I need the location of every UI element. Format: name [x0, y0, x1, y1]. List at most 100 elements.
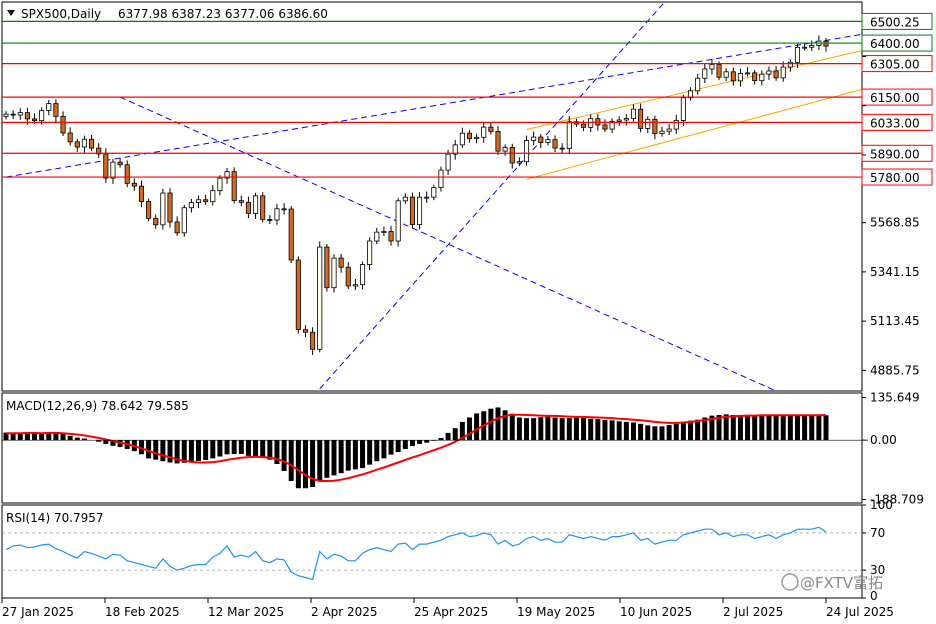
header-dropdown-icon[interactable]: [7, 10, 15, 16]
macd-bar: [103, 440, 109, 444]
candle-bearish: [495, 131, 501, 152]
candle-bullish: [402, 196, 408, 202]
candle-bullish: [331, 257, 337, 289]
time-tick-label: 10 Jun 2025: [620, 605, 692, 619]
macd-bar: [24, 432, 30, 441]
candle-bullish: [702, 68, 708, 79]
time-tick-label: 12 Mar 2025: [208, 605, 284, 619]
candle-bearish: [167, 192, 173, 223]
candle-bullish: [424, 196, 430, 199]
candle-bearish: [96, 147, 102, 155]
macd-bar: [573, 417, 579, 441]
macd-bar: [773, 415, 779, 441]
level-label: 6400.00: [870, 37, 920, 51]
macd-bar: [160, 440, 166, 462]
rsi-panel[interactable]: RSI(14) 70.7957: [1, 504, 863, 599]
ohlc-label: 6377.98 6387.23 6377.06 6386.60: [118, 7, 328, 21]
macd-tick-label: 0.00: [870, 433, 897, 447]
macd-bar: [595, 419, 601, 441]
macd-signal-line: [6, 413, 827, 482]
candle-bullish: [695, 77, 701, 92]
level-lines[interactable]: [2, 20, 862, 178]
macd-bar: [495, 407, 501, 441]
macd-bar: [816, 415, 822, 441]
macd-bar: [53, 432, 59, 441]
macd-bar: [352, 440, 358, 470]
macd-bar: [10, 433, 16, 441]
price-tick-label: 5113.45: [870, 314, 920, 328]
time-tick-label: 24 Jul 2025: [826, 605, 894, 619]
time-tick-label: 25 Apr 2025: [414, 605, 488, 619]
macd-bar: [360, 440, 366, 469]
price-panel[interactable]: SPX500,Daily 6377.98 6387.23 6377.06 638…: [1, 0, 863, 392]
rsi-tick-label: 70: [870, 526, 885, 540]
candle-bullish: [766, 70, 772, 75]
macd-bar: [302, 440, 308, 489]
macd-bar: [424, 440, 430, 443]
candle-bearish: [509, 147, 515, 164]
macd-title: MACD(12,26,9) 78.642 79.585: [6, 399, 189, 413]
price-tick-label: 5568.85: [870, 216, 920, 230]
candle-bullish: [417, 196, 423, 225]
candle-bearish: [752, 72, 758, 82]
time-tick-label: 2 Jul 2025: [723, 605, 783, 619]
candle-bullish: [374, 231, 380, 242]
candle-bearish: [730, 71, 736, 82]
macd-bar: [466, 417, 472, 441]
candle-bullish: [609, 120, 615, 130]
macd-bar: [645, 425, 651, 441]
candle-bullish: [723, 71, 729, 78]
macd-bar: [153, 440, 159, 460]
macd-bar: [167, 440, 173, 463]
candle-bullish: [787, 61, 793, 68]
candle-bearish: [388, 231, 394, 242]
level-label: 5780.00: [870, 171, 920, 185]
level-label: 6150.00: [870, 91, 920, 105]
macd-bar: [196, 440, 202, 461]
candle-bearish: [267, 219, 273, 221]
candle-bearish: [53, 103, 59, 117]
candle-bullish: [445, 153, 451, 171]
macd-bar: [581, 418, 587, 441]
channel-line-lower: [526, 89, 862, 180]
candle-bullish: [630, 108, 637, 119]
candle-bearish: [74, 141, 80, 148]
macd-bar: [538, 417, 544, 441]
candle-bearish: [295, 259, 301, 331]
price-tick-label: 5341.15: [870, 265, 920, 279]
candle-bullish: [217, 177, 223, 192]
macd-bar: [260, 440, 266, 459]
level-label-box: [861, 168, 933, 186]
candle-bearish: [288, 208, 294, 261]
candle-bullish: [502, 147, 508, 152]
macd-bar: [324, 440, 330, 478]
macd-bar: [723, 414, 729, 441]
macd-bar: [295, 440, 301, 489]
macd-bar: [702, 417, 708, 441]
candle-bullish: [659, 130, 665, 135]
candle-bearish: [581, 123, 587, 128]
candle-bearish: [302, 329, 309, 333]
candle-bullish: [160, 192, 166, 226]
candle-bearish: [488, 126, 494, 132]
macd-panel[interactable]: MACD(12,26,9) 78.642 79.585: [1, 392, 863, 504]
time-tick-label: 2 Apr 2025: [311, 605, 378, 619]
macd-bar: [274, 440, 280, 465]
macd-bar: [110, 440, 116, 446]
candle-bullish: [687, 90, 694, 99]
macd-bar: [409, 440, 415, 447]
candle-bearish: [552, 139, 558, 149]
candle-bearish: [324, 246, 330, 289]
candle-bearish: [602, 124, 608, 130]
candle-bearish: [466, 132, 473, 139]
candle-bearish: [138, 185, 145, 202]
macd-bar: [802, 415, 808, 441]
candle-bullish: [645, 118, 651, 129]
level-label-box: [861, 55, 933, 73]
macd-bar: [317, 440, 323, 481]
rsi-guide-lines: [2, 532, 862, 571]
macd-bar: [652, 426, 658, 441]
rsi-line: [5, 526, 827, 581]
macd-bar: [709, 415, 715, 441]
